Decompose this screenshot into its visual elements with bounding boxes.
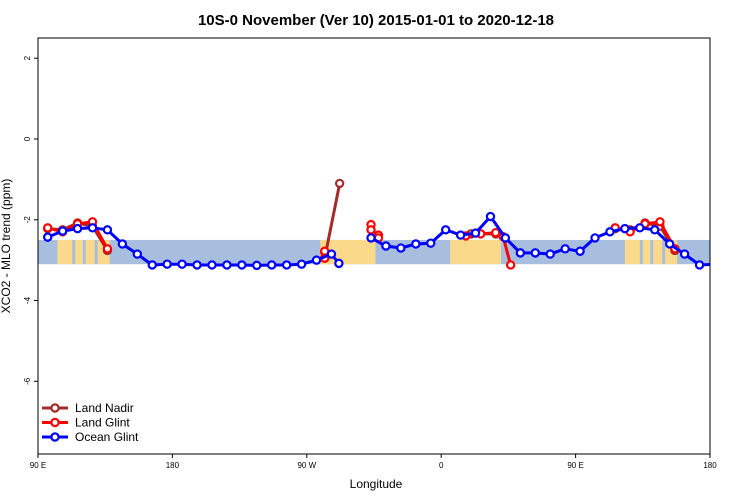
ocean-glint-point: [515, 248, 526, 258]
legend-label: Land Nadir: [75, 401, 134, 415]
ocean-glint-point: [530, 248, 540, 258]
ocean-glint-point: [87, 223, 98, 233]
x-tick-label: 90 E: [567, 461, 583, 470]
ocean-glint-point: [72, 223, 83, 234]
land-patch: [75, 239, 83, 265]
ocean-glint-point: [43, 232, 53, 242]
ocean-glint-point: [177, 259, 187, 269]
ocean-glint-point: [267, 260, 277, 270]
series-layer: [43, 178, 710, 271]
land-glint-point: [491, 227, 501, 238]
ocean-glint-point: [132, 249, 143, 259]
y-tick-label: -4: [23, 296, 32, 304]
x-tick-label: 90 W: [297, 461, 316, 470]
ocean-glint-point: [694, 260, 705, 270]
ocean-glint-point: [605, 227, 615, 237]
land-patch: [642, 239, 651, 265]
ocean-glint-point: [207, 260, 217, 270]
ocean-glint-point: [192, 260, 202, 270]
ocean-glint-point: [147, 260, 157, 270]
legend-item-land-nadir: Land Nadir: [42, 401, 134, 415]
ocean-glint-point: [102, 225, 113, 235]
legend-item-land-glint: Land Glint: [42, 416, 130, 430]
ocean-glint-point: [500, 233, 511, 243]
ocean-glint-point: [162, 259, 172, 269]
y-tick-label: 0: [23, 136, 32, 141]
ocean-glint-point: [560, 244, 570, 254]
y-tick-label: -6: [23, 377, 32, 385]
land-glint-point: [366, 225, 376, 235]
series-ocean-glint: [43, 211, 710, 271]
x-tick-label: 90 E: [30, 461, 46, 470]
ocean-glint-point: [426, 238, 436, 248]
ocean-glint-point: [679, 249, 690, 259]
ocean-glint-point: [326, 249, 337, 259]
ocean-glint-point: [709, 262, 710, 266]
ocean-glint-point: [366, 233, 376, 243]
x-tick-label: 0: [439, 461, 444, 470]
legend-swatch-marker: [50, 432, 60, 442]
ocean-glint-point: [281, 260, 292, 270]
ocean-glint-point: [545, 249, 555, 259]
ocean-glint-point: [57, 226, 68, 236]
map-band: [38, 239, 710, 265]
land-patch: [624, 239, 640, 265]
land-patch: [653, 239, 663, 265]
ocean-glint-point: [296, 259, 307, 269]
ocean-glint-point: [334, 258, 344, 269]
land-glint-point: [102, 244, 113, 254]
legend-swatch-marker: [50, 417, 60, 428]
land-glint-point: [43, 223, 53, 233]
ocean-glint-point: [664, 239, 675, 249]
land-nadir-point: [334, 178, 345, 189]
ocean-glint-point: [311, 255, 322, 265]
ocean-glint-point: [237, 260, 247, 270]
ocean-glint-point: [411, 239, 421, 249]
y-axis-label: XCO2 - MLO trend (ppm): [0, 179, 13, 314]
legend-label: Land Glint: [75, 416, 130, 430]
y-axis: 2 0 -2 -4 -6: [23, 55, 38, 385]
ocean-glint-point: [222, 260, 232, 270]
ocean-glint-point: [440, 225, 451, 235]
x-axis-label: Longitude: [350, 477, 403, 491]
plot-frame: [37, 37, 711, 455]
x-axis: 90 E 180 90 W 0 90 E 180: [30, 454, 717, 470]
ocean-glint-point: [396, 243, 406, 253]
ocean-glint-point: [470, 228, 481, 238]
ocean-glint-point: [117, 239, 128, 249]
ocean-glint-point: [635, 223, 645, 233]
x-tick-label: 180: [703, 461, 717, 470]
legend-item-ocean-glint: Ocean Glint: [42, 430, 139, 444]
legend-swatch-marker: [50, 403, 60, 413]
ocean-glint-point: [620, 223, 630, 234]
legend-label: Ocean Glint: [75, 430, 139, 444]
ocean-glint-point: [381, 241, 391, 251]
land-glint-point: [505, 260, 516, 270]
ocean-glint-point: [650, 225, 660, 235]
ocean-glint-point: [590, 233, 600, 243]
x-tick-label: 180: [166, 461, 180, 470]
ocean-glint-point: [485, 211, 496, 222]
ocean-glint-point: [252, 260, 262, 271]
ocean-glint-point: [455, 230, 466, 240]
land-patch: [57, 239, 73, 265]
land-patch: [85, 239, 95, 265]
chart-title: 10S-0 November (Ver 10) 2015-01-01 to 20…: [198, 12, 554, 29]
ocean-glint-point: [575, 246, 585, 256]
land-patch: [450, 239, 501, 265]
y-tick-label: 2: [23, 55, 32, 60]
y-tick-label: -2: [23, 216, 32, 224]
land-glint-point: [655, 217, 665, 227]
